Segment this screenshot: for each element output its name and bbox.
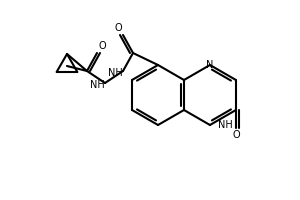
Text: NH: NH (90, 80, 104, 90)
Text: O: O (98, 41, 106, 51)
Text: O: O (232, 130, 240, 140)
Text: NH: NH (218, 120, 233, 130)
Text: NH: NH (108, 68, 122, 78)
Text: N: N (206, 60, 214, 70)
Text: O: O (114, 23, 122, 33)
